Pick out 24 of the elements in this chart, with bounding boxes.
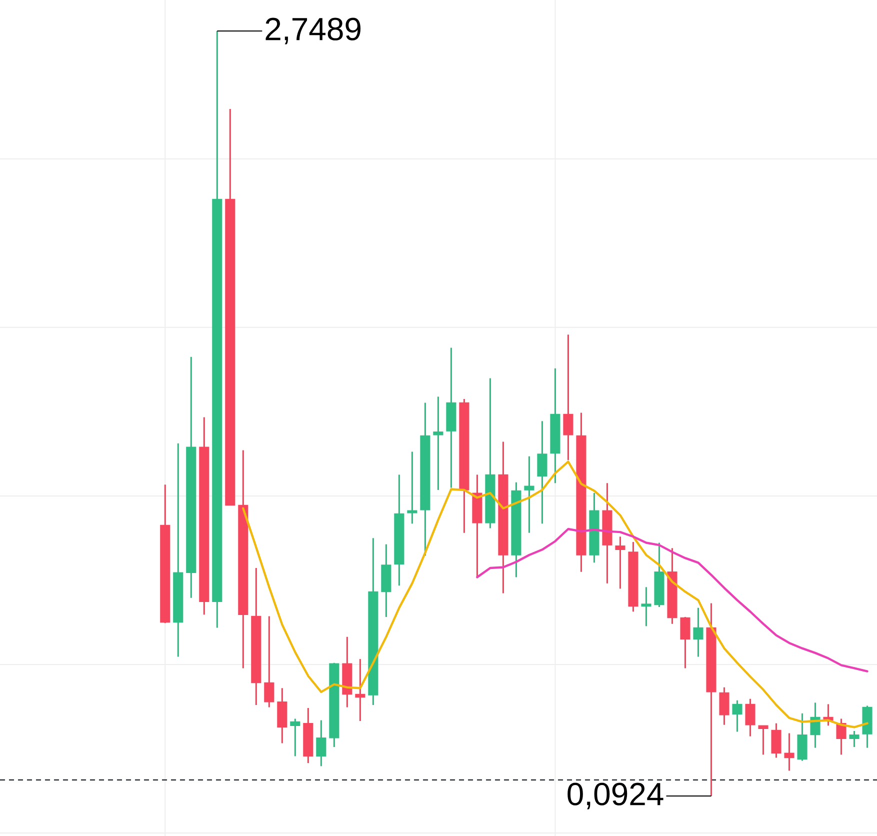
- candlestick: [433, 396, 444, 491]
- candlestick: [264, 615, 274, 708]
- candlestick: [537, 420, 548, 524]
- candlestick: [745, 698, 756, 738]
- candlestick: [719, 686, 730, 726]
- candlestick: [563, 334, 574, 461]
- candlestick: [693, 606, 704, 658]
- candlestick: [771, 722, 782, 759]
- candlestick: [680, 616, 690, 670]
- candlestick: [732, 700, 742, 733]
- candlestick: [641, 586, 652, 627]
- candlestick: [836, 718, 846, 756]
- candlestick: [524, 456, 534, 534]
- candlestick: [407, 450, 418, 524]
- candlestick: [849, 730, 860, 748]
- candlestick: [758, 724, 768, 756]
- annotation: 2,7489: [266, 18, 360, 44]
- candlestick: [355, 658, 366, 722]
- candlestick: [316, 719, 326, 767]
- candlestick: [784, 732, 794, 772]
- candlestick: [290, 718, 300, 758]
- annotation: 0,0924: [568, 782, 664, 810]
- candlestick: [615, 536, 626, 590]
- candlestick: [810, 702, 820, 749]
